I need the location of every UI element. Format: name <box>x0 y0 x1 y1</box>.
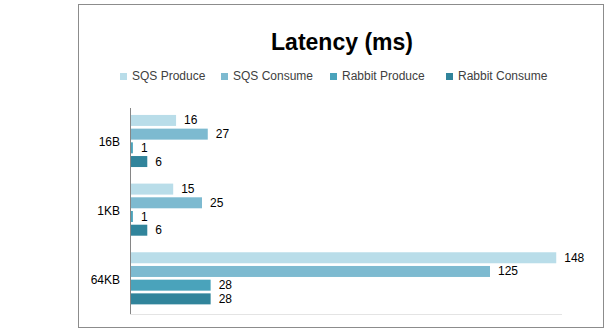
bar <box>130 156 147 167</box>
data-label: 27 <box>216 127 230 141</box>
data-label: 6 <box>155 155 162 169</box>
bars <box>130 115 556 304</box>
chart: Latency (ms) SQS Produce SQS Consume Rabbit… <box>0 0 611 333</box>
bar <box>130 225 147 236</box>
legend-swatch <box>446 73 453 80</box>
data-label: 125 <box>498 264 518 278</box>
bar <box>130 115 176 126</box>
data-label: 6 <box>155 223 162 237</box>
legend-label: Rabbit Consume <box>458 69 548 83</box>
bar <box>130 266 490 277</box>
legend-label: SQS Consume <box>233 69 313 83</box>
legend-swatch <box>221 73 228 80</box>
bar <box>130 252 556 263</box>
data-label: 148 <box>564 251 584 265</box>
legend-swatch <box>330 73 337 80</box>
data-label: 1 <box>141 210 148 224</box>
category-label: 1KB <box>97 204 120 218</box>
data-label: 16 <box>184 113 198 127</box>
title: Latency (ms) <box>271 29 413 55</box>
bar <box>130 129 208 140</box>
bar <box>130 280 211 291</box>
data-labels: 1627161525161481252828 <box>141 113 585 305</box>
bar <box>130 293 211 304</box>
data-label: 28 <box>219 292 233 306</box>
legend-label: Rabbit Produce <box>342 69 425 83</box>
legend-label: SQS Produce <box>132 69 206 83</box>
bar <box>130 184 173 195</box>
chart-frame <box>79 5 604 328</box>
data-label: 1 <box>141 141 148 155</box>
data-label: 15 <box>181 182 195 196</box>
category-axis <box>130 108 131 314</box>
data-label: 28 <box>219 278 233 292</box>
bar <box>130 197 202 208</box>
data-label: 25 <box>210 196 224 210</box>
category-label: 64KB <box>91 273 120 287</box>
legend-swatch <box>120 73 127 80</box>
value-axis <box>130 314 562 315</box>
category-label: 16B <box>99 135 120 149</box>
